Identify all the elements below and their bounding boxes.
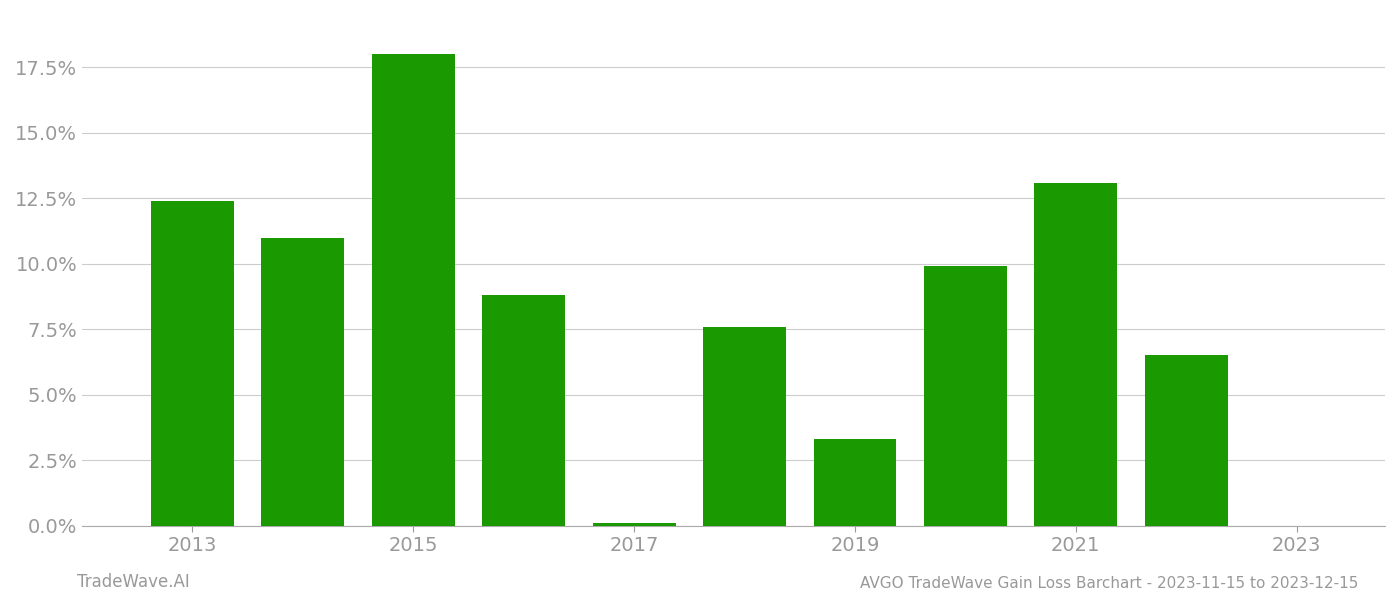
Bar <box>1145 355 1228 526</box>
Bar <box>703 326 785 526</box>
Bar <box>372 54 455 526</box>
Text: AVGO TradeWave Gain Loss Barchart - 2023-11-15 to 2023-12-15: AVGO TradeWave Gain Loss Barchart - 2023… <box>860 576 1358 591</box>
Bar <box>813 439 896 526</box>
Bar <box>262 238 344 526</box>
Text: TradeWave.AI: TradeWave.AI <box>77 573 190 591</box>
Bar <box>151 201 234 526</box>
Bar <box>592 523 676 526</box>
Bar <box>482 295 566 526</box>
Bar <box>1035 182 1117 526</box>
Bar <box>924 266 1007 526</box>
